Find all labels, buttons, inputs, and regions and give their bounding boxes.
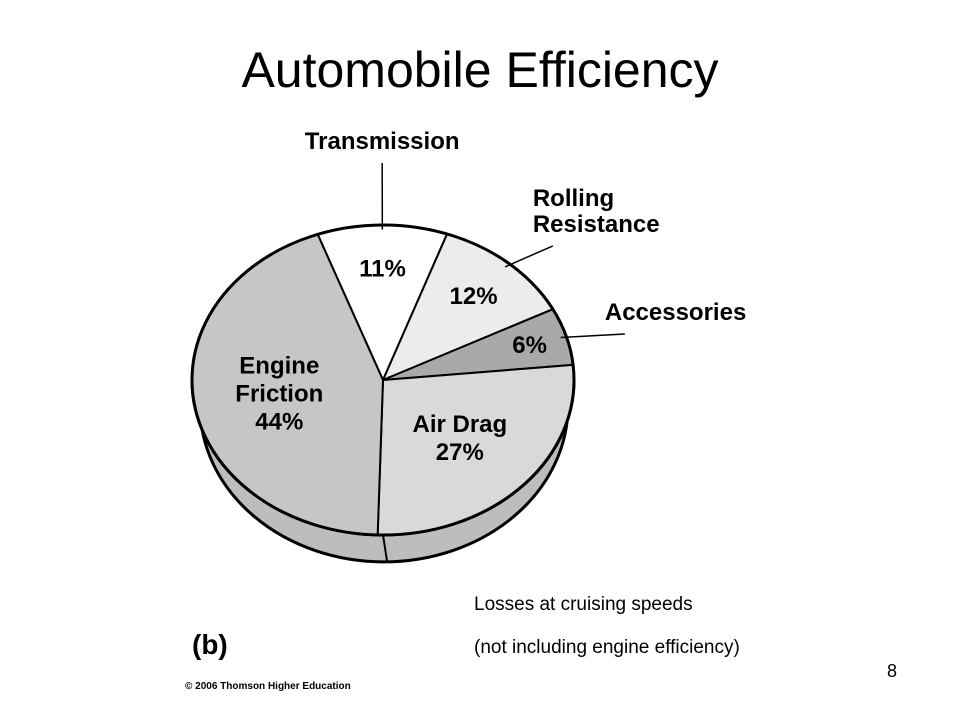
pie-slice-value-label: 11% [359, 255, 406, 282]
slide-title: Automobile Efficiency [241, 42, 719, 98]
pie-slice-name-label: Rolling [533, 185, 614, 212]
page-number: 8 [887, 661, 898, 681]
caption-line-2: (not including engine efficiency) [474, 637, 740, 658]
pie-leader-line [560, 333, 625, 339]
pie-leader-line [504, 245, 554, 268]
pie-slice-name-label: Friction [235, 381, 323, 408]
pie-slice-name-label: Engine [239, 353, 319, 380]
pie-slice-value-label: 6% [512, 332, 547, 359]
pie-side-seam [382, 534, 388, 562]
pie-slice-value-label: 12% [450, 283, 498, 310]
copyright-notice: © 2006 Thomson Higher Education [185, 681, 351, 692]
pie-slice-name-label: Accessories [605, 299, 746, 326]
pie-slice-name-label: Air Drag [412, 411, 507, 438]
pie-slice-value-label: 44% [255, 409, 303, 436]
pie-slice-name-label: Transmission [305, 128, 460, 155]
pie-slice-value-label: 27% [436, 439, 484, 466]
figure-tag: (b) [192, 629, 228, 660]
pie-slice-name-label: Resistance [533, 211, 660, 238]
caption-line-1: Losses at cruising speeds [474, 594, 693, 615]
